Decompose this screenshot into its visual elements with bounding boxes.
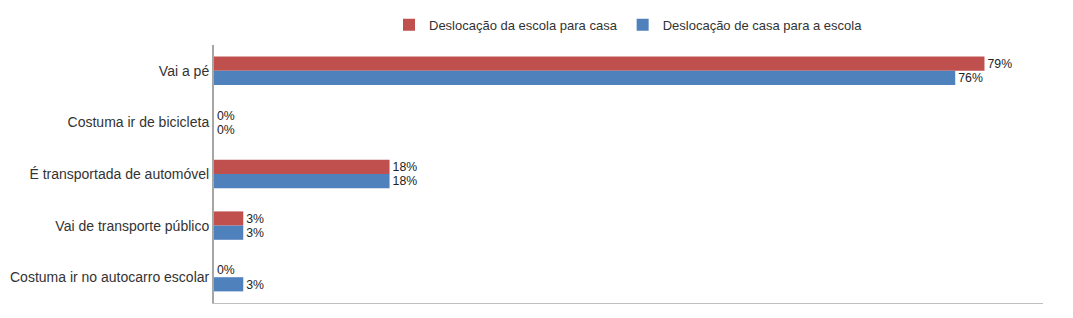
svg-text:Deslocação da escola para casa: Deslocação da escola para casa [429,18,618,33]
svg-text:0%: 0% [217,123,235,137]
svg-text:18%: 18% [393,160,418,174]
svg-text:3%: 3% [246,212,264,226]
svg-text:Vai de transporte público: Vai de transporte público [55,218,209,234]
svg-text:79%: 79% [987,57,1012,71]
svg-text:É transportada de automóvel: É transportada de automóvel [29,166,209,182]
svg-text:18%: 18% [393,174,418,188]
svg-text:3%: 3% [246,226,264,240]
svg-text:Costuma ir de bicicleta: Costuma ir de bicicleta [68,114,210,130]
svg-text:0%: 0% [217,109,235,123]
svg-text:76%: 76% [958,71,983,85]
svg-text:3%: 3% [246,278,264,292]
svg-text:Costuma ir no autocarro escola: Costuma ir no autocarro escolar [10,269,210,285]
svg-text:Vai a pé: Vai a pé [159,63,210,79]
svg-text:Deslocação de casa para a esco: Deslocação de casa para a escola [663,18,863,33]
svg-text:0%: 0% [217,263,235,277]
